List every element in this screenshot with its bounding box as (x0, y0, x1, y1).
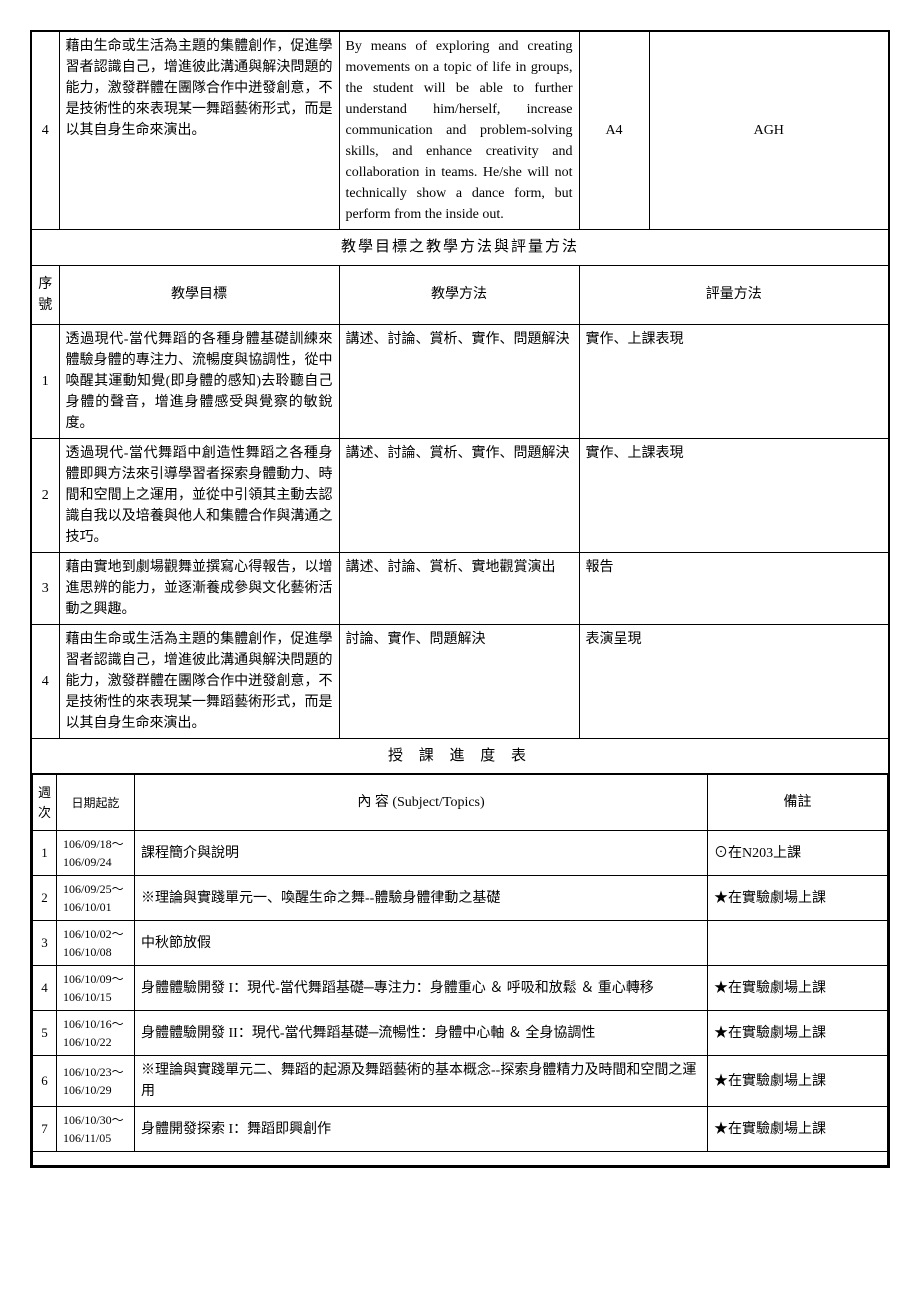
assessment-cell: 實作、上課表現 (579, 324, 889, 438)
date-cell: 106/09/25～106/10/01 (57, 876, 135, 921)
schedule-row: 5 106/10/16～106/10/22 身體體驗開發 II：現代-當代舞蹈基… (33, 1011, 888, 1056)
date-cell: 106/10/23～106/10/29 (57, 1056, 135, 1107)
method-cell: 講述、討論、賞析、實作、問題解決 (339, 324, 579, 438)
seq-cell: 3 (31, 552, 59, 624)
date-cell: 106/10/09～106/10/15 (57, 966, 135, 1011)
date-cell: 106/10/02～106/10/08 (57, 921, 135, 966)
assessment-cell: 實作、上課表現 (579, 438, 889, 552)
seq-cell: 2 (31, 438, 59, 552)
date-cell: 106/09/18～106/09/24 (57, 831, 135, 876)
header-seq: 序號 (31, 265, 59, 324)
week-cell: 5 (33, 1011, 57, 1056)
objective-zh: 藉由生命或生活為主題的集體創作，促進學習者認識自己，增進彼此溝通與解決問題的能力… (59, 31, 339, 230)
objective-cell: 藉由生命或生活為主題的集體創作，促進學習者認識自己，增進彼此溝通與解決問題的能力… (59, 624, 339, 738)
content-cell: 課程簡介與說明 (135, 831, 708, 876)
note-cell (708, 921, 888, 966)
methods-row: 4 藉由生命或生活為主題的集體創作，促進學習者認識自己，增進彼此溝通與解決問題的… (31, 624, 889, 738)
syllabus-table: 4 藉由生命或生活為主題的集體創作，促進學習者認識自己，增進彼此溝通與解決問題的… (30, 30, 890, 1168)
week-cell: 7 (33, 1107, 57, 1152)
methods-section-header-row: 教學目標之教學方法與評量方法 (31, 230, 889, 266)
schedule-table: 週次 日期起訖 內 容 (Subject/Topics) 備註 1 106/09… (32, 774, 888, 1166)
assessment-cell: 報告 (579, 552, 889, 624)
header-week: 週次 (33, 775, 57, 831)
week-cell: 1 (33, 831, 57, 876)
note-cell: ★在實驗劇場上課 (708, 1056, 888, 1107)
method-cell: 講述、討論、賞析、實地觀賞演出 (339, 552, 579, 624)
content-cell: ※理論與實踐單元二、舞蹈的起源及舞蹈藝術的基本概念--探索身體精力及時間和空間之… (135, 1056, 708, 1107)
schedule-section-title: 授 課 進 度 表 (31, 738, 889, 774)
note-cell: ★在實驗劇場上課 (708, 876, 888, 921)
header-method: 教學方法 (339, 265, 579, 324)
code1-cell: A4 (579, 31, 649, 230)
date-cell: 106/10/16～106/10/22 (57, 1011, 135, 1056)
content-cell: 中秋節放假 (135, 921, 708, 966)
content-cell: 身體體驗開發 II：現代-當代舞蹈基礎─流暢性：身體中心軸 ＆ 全身協調性 (135, 1011, 708, 1056)
schedule-row: 6 106/10/23～106/10/29 ※理論與實踐單元二、舞蹈的起源及舞蹈… (33, 1056, 888, 1107)
objective-cell: 透過現代-當代舞蹈中創造性舞蹈之各種身體即興方法來引導學習者探索身體動力、時間和… (59, 438, 339, 552)
seq-cell: 4 (31, 31, 59, 230)
methods-section-title: 教學目標之教學方法與評量方法 (31, 230, 889, 266)
objective-cell: 藉由實地到劇場觀舞並撰寫心得報告，以增進思辨的能力，並逐漸養成參與文化藝術活動之… (59, 552, 339, 624)
note-cell: ★在實驗劇場上課 (708, 1011, 888, 1056)
schedule-row: 7 106/10/30～106/11/05 身體開發探索 I：舞蹈即興創作 ★在… (33, 1107, 888, 1152)
note-cell: ⊙在N203上課 (708, 831, 888, 876)
schedule-inner-row: 週次 日期起訖 內 容 (Subject/Topics) 備註 1 106/09… (31, 774, 889, 1168)
empty-bottom-cell (33, 1152, 888, 1166)
empty-bottom-row (33, 1152, 888, 1166)
schedule-row: 2 106/09/25～106/10/01 ※理論與實踐單元一、喚醒生命之舞--… (33, 876, 888, 921)
note-cell: ★在實驗劇場上課 (708, 966, 888, 1011)
header-assessment: 評量方法 (579, 265, 889, 324)
schedule-row: 1 106/09/18～106/09/24 課程簡介與說明 ⊙在N203上課 (33, 831, 888, 876)
methods-row: 2 透過現代-當代舞蹈中創造性舞蹈之各種身體即興方法來引導學習者探索身體動力、時… (31, 438, 889, 552)
content-cell: 身體體驗開發 I：現代-當代舞蹈基礎─專注力：身體重心 ＆ 呼吸和放鬆 ＆ 重心… (135, 966, 708, 1011)
week-cell: 3 (33, 921, 57, 966)
content-cell: 身體開發探索 I：舞蹈即興創作 (135, 1107, 708, 1152)
week-cell: 4 (33, 966, 57, 1011)
week-cell: 6 (33, 1056, 57, 1107)
schedule-row: 3 106/10/02～106/10/08 中秋節放假 (33, 921, 888, 966)
methods-header-row: 序號 教學目標 教學方法 評量方法 (31, 265, 889, 324)
schedule-container: 週次 日期起訖 內 容 (Subject/Topics) 備註 1 106/09… (31, 774, 889, 1168)
objective-cell: 透過現代-當代舞蹈的各種身體基礎訓練來體驗身體的專注力、流暢度與協調性，從中喚醒… (59, 324, 339, 438)
seq-cell: 4 (31, 624, 59, 738)
objective-row-4: 4 藉由生命或生活為主題的集體創作，促進學習者認識自己，增進彼此溝通與解決問題的… (31, 31, 889, 230)
schedule-row: 4 106/10/09～106/10/15 身體體驗開發 I：現代-當代舞蹈基礎… (33, 966, 888, 1011)
methods-row: 1 透過現代-當代舞蹈的各種身體基礎訓練來體驗身體的專注力、流暢度與協調性，從中… (31, 324, 889, 438)
header-note: 備註 (708, 775, 888, 831)
method-cell: 討論、實作、問題解決 (339, 624, 579, 738)
header-objective: 教學目標 (59, 265, 339, 324)
date-cell: 106/10/30～106/11/05 (57, 1107, 135, 1152)
assessment-cell: 表演呈現 (579, 624, 889, 738)
note-cell: ★在實驗劇場上課 (708, 1107, 888, 1152)
methods-row: 3 藉由實地到劇場觀舞並撰寫心得報告，以增進思辨的能力，並逐漸養成參與文化藝術活… (31, 552, 889, 624)
method-cell: 講述、討論、賞析、實作、問題解決 (339, 438, 579, 552)
header-date: 日期起訖 (57, 775, 135, 831)
seq-cell: 1 (31, 324, 59, 438)
header-content: 內 容 (Subject/Topics) (135, 775, 708, 831)
week-cell: 2 (33, 876, 57, 921)
code2-cell: AGH (649, 31, 889, 230)
objective-en: By means of exploring and creating movem… (339, 31, 579, 230)
schedule-header-row: 週次 日期起訖 內 容 (Subject/Topics) 備註 (33, 775, 888, 831)
schedule-section-header-row: 授 課 進 度 表 (31, 738, 889, 774)
content-cell: ※理論與實踐單元一、喚醒生命之舞--體驗身體律動之基礎 (135, 876, 708, 921)
